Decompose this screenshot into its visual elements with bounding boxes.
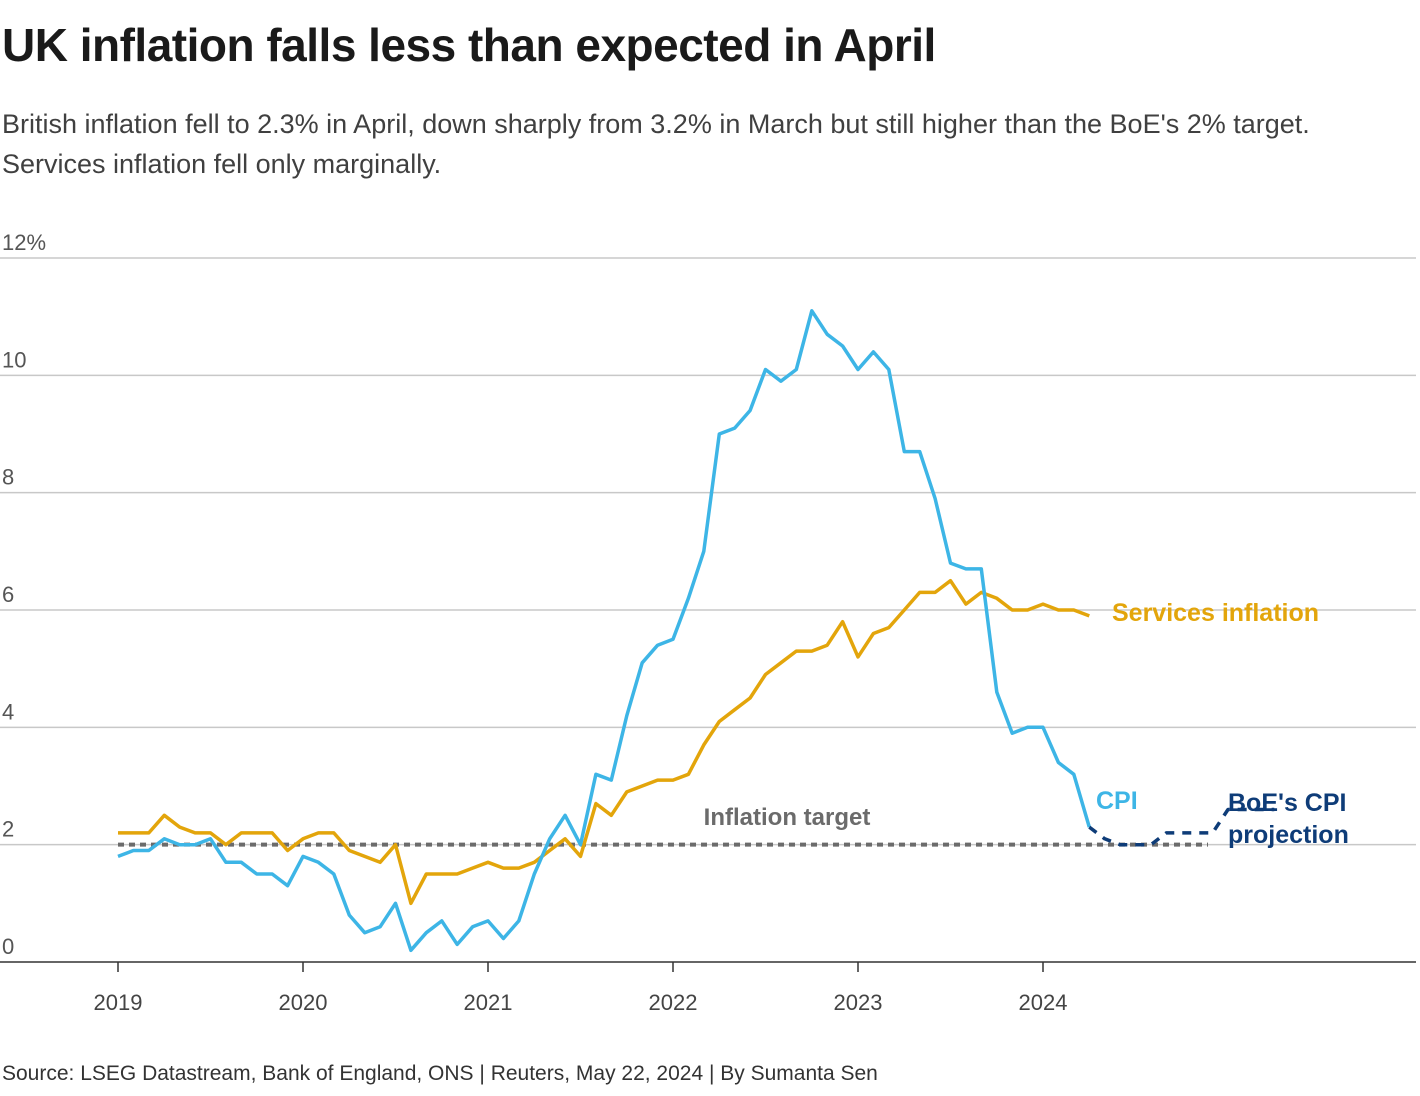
boe-projection-label-line2: projection bbox=[1228, 821, 1349, 849]
cpi-line bbox=[117, 309, 1091, 953]
x-tick-label-2024: 2024 bbox=[1019, 990, 1068, 1015]
x-tick-label-2023: 2023 bbox=[834, 990, 883, 1015]
services-inflation-line bbox=[118, 578, 1090, 906]
boe-projection-line bbox=[1088, 807, 1275, 847]
y-tick-label-10: 10 bbox=[2, 347, 26, 372]
source-note: Source: LSEG Datastream, Bank of England… bbox=[2, 1062, 878, 1085]
y-tick-label-6: 6 bbox=[2, 582, 14, 607]
services-inflation-label: Services inflation bbox=[1112, 599, 1319, 627]
y-tick-label-0: 0 bbox=[2, 934, 14, 959]
boe-projection-label-line1: BoE's CPI bbox=[1228, 789, 1346, 817]
y-tick-label-4: 4 bbox=[2, 699, 14, 724]
chart-title: UK inflation falls less than expected in… bbox=[2, 19, 936, 71]
y-tick-label-2: 2 bbox=[2, 817, 14, 842]
x-tick-label-2020: 2020 bbox=[279, 990, 328, 1015]
cpi-label: CPI bbox=[1096, 787, 1138, 815]
inflation-target-label: Inflation target bbox=[704, 804, 871, 831]
x-tick-label-2021: 2021 bbox=[464, 990, 513, 1015]
chart-subtitle: British inflation fell to 2.3% in April,… bbox=[2, 109, 1310, 179]
y-tick-label-8: 8 bbox=[2, 465, 14, 490]
y-tick-label-12: 12% bbox=[2, 230, 46, 255]
x-tick-label-2022: 2022 bbox=[649, 990, 698, 1015]
x-tick-label-2019: 2019 bbox=[94, 990, 143, 1015]
